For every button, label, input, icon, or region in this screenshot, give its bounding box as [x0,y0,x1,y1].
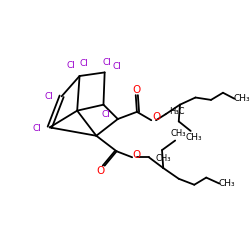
Text: Cl: Cl [102,58,112,67]
Text: CH₃: CH₃ [234,94,250,103]
Text: CH₃: CH₃ [219,179,235,188]
Text: CH₃: CH₃ [171,129,186,138]
Text: CH₃: CH₃ [156,154,171,163]
Text: Cl: Cl [33,124,42,133]
Text: Cl: Cl [44,92,53,101]
Text: O: O [96,166,104,176]
Text: Cl: Cl [66,62,75,70]
Text: O: O [152,112,160,122]
Text: H₃C: H₃C [169,107,185,116]
Text: Cl: Cl [113,62,122,71]
Text: CH₃: CH₃ [185,133,202,142]
Text: Cl: Cl [80,59,88,68]
Text: O: O [133,150,141,160]
Text: Cl: Cl [102,110,110,119]
Text: O: O [133,85,141,95]
